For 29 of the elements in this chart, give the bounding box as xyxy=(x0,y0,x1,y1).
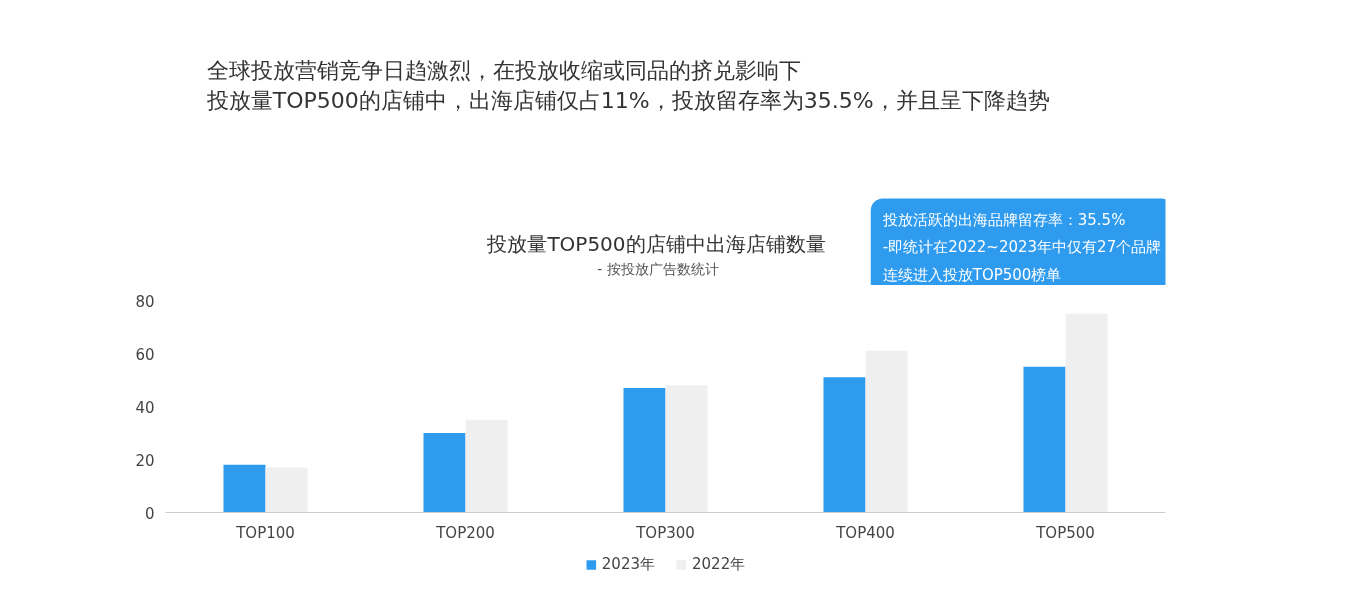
bar xyxy=(1023,366,1066,513)
text: 投放量TOP500的店铺中，出海店铺仅占11%，投放留存率为35.5%，并且呈下降趋势 xyxy=(205,88,1050,113)
x-tick-label: TOP500 xyxy=(1035,523,1095,542)
x-tick-label: TOP300 xyxy=(635,523,695,542)
text: -即统计在2022~2023年中仅有27个品牌 xyxy=(882,238,1162,257)
x-tick-label: TOP400 xyxy=(835,523,895,542)
bar xyxy=(865,350,908,513)
bar xyxy=(665,385,708,513)
y-tick-label: 0 xyxy=(144,504,155,523)
bar xyxy=(423,433,466,513)
text: 投放活跃的出海品牌留存率：35.5% xyxy=(881,210,1126,229)
bar xyxy=(223,464,266,513)
y-tick-label: 60 xyxy=(135,345,155,364)
chart-title: 投放量TOP500的店铺中出海店铺数量 xyxy=(486,231,826,256)
bar xyxy=(265,467,308,513)
bar xyxy=(823,377,866,513)
legend-label: 2022年 xyxy=(692,554,746,574)
text: 连续进入投放TOP500榜单 xyxy=(882,266,1062,285)
y-tick-label: 40 xyxy=(135,398,155,417)
x-tick-label: TOP100 xyxy=(235,523,295,542)
bar xyxy=(1065,313,1108,513)
chart-subtitle: - 按投放广告数统计 xyxy=(597,260,719,277)
bar xyxy=(623,387,666,513)
legend-label: 2023年 xyxy=(601,554,655,574)
y-tick-label: 80 xyxy=(135,292,155,311)
x-tick-label: TOP200 xyxy=(435,523,495,542)
text: 全球投放营销竞争日趋激烈，在投放收缩或同品的挤兑影响下 xyxy=(206,58,801,83)
bar xyxy=(465,419,508,513)
y-tick-label: 20 xyxy=(135,451,155,470)
